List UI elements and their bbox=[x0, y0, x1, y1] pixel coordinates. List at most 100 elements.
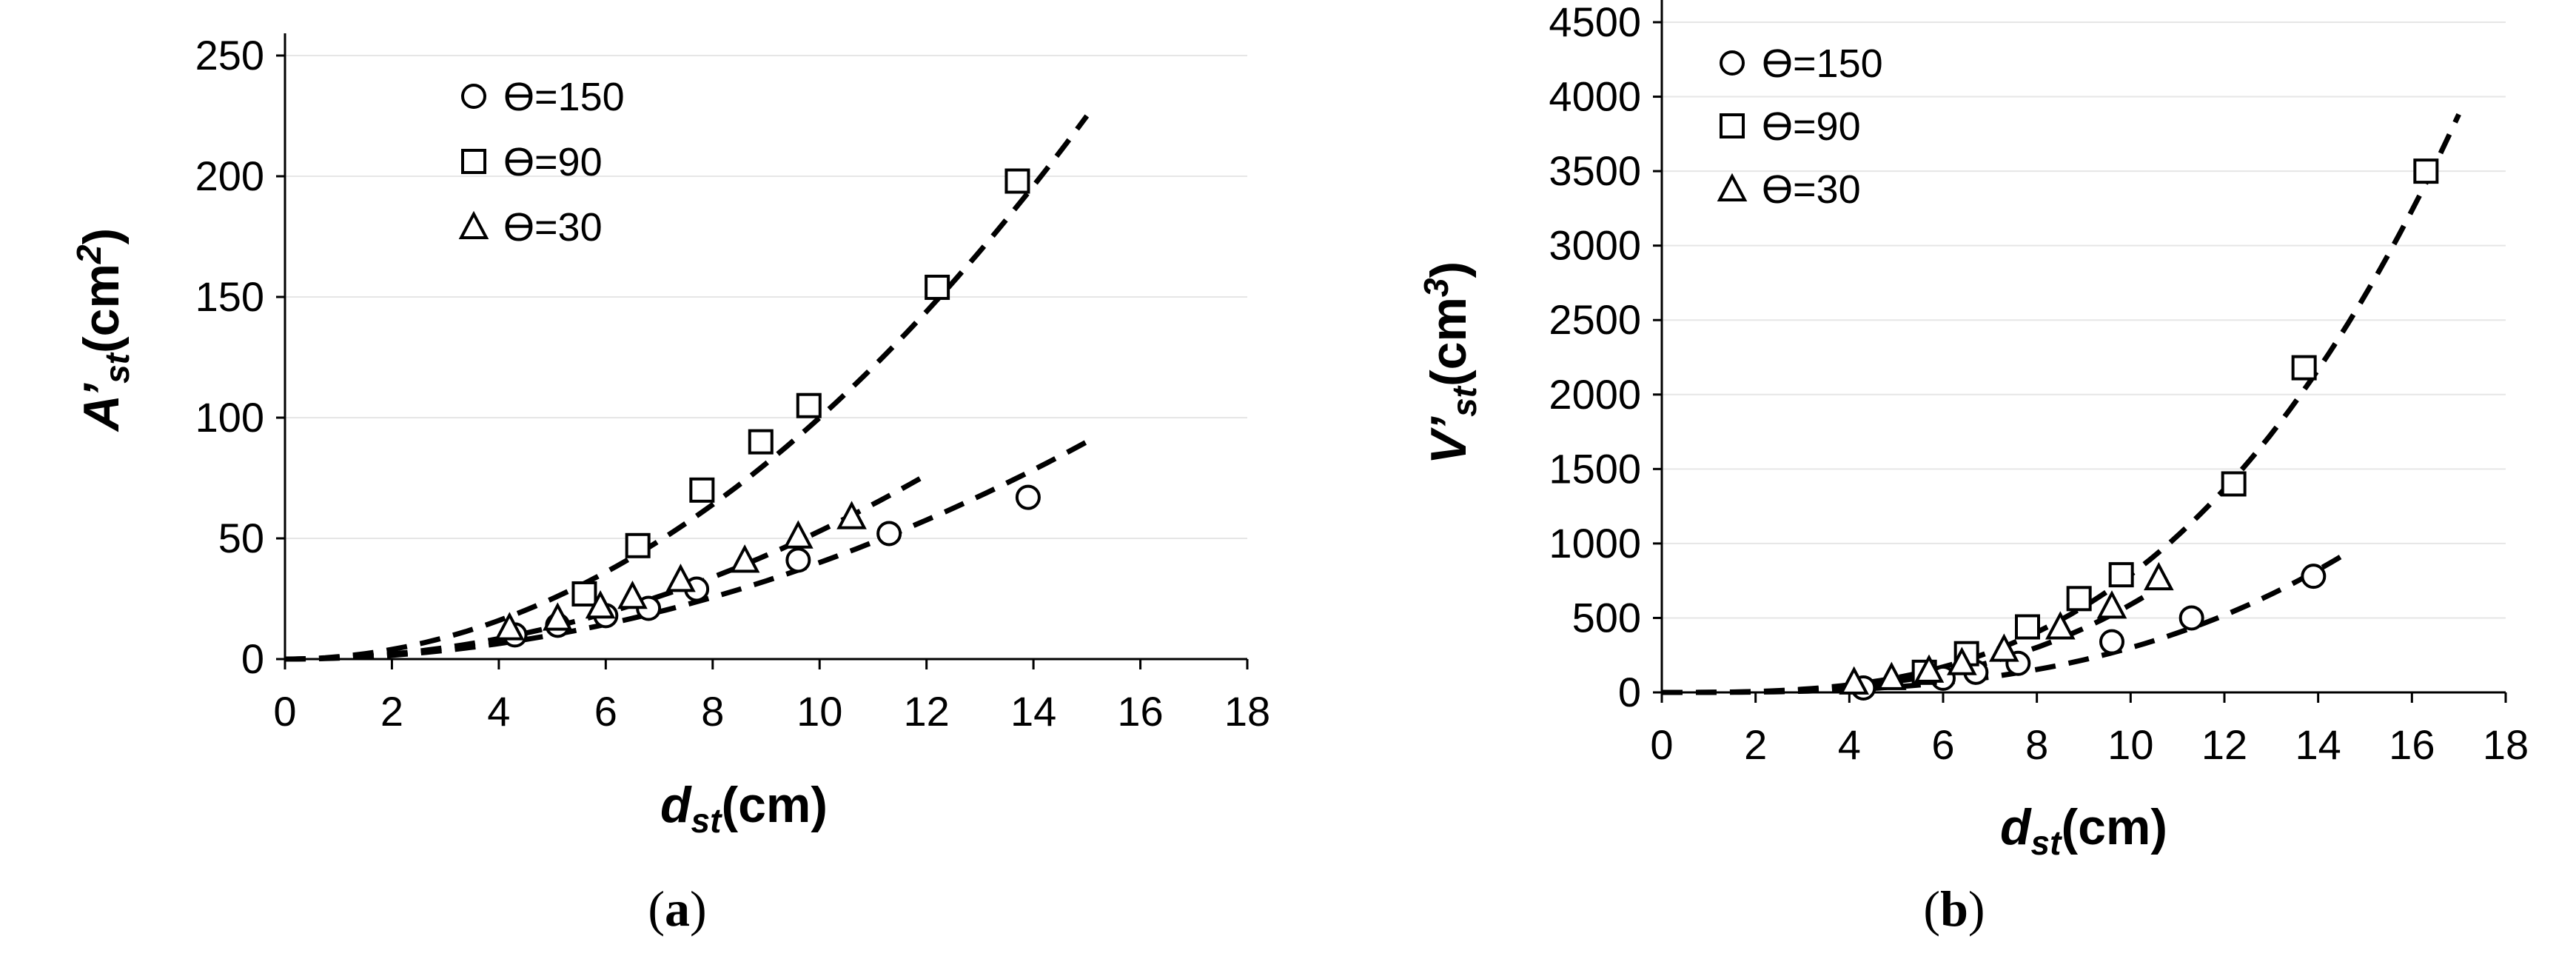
data-point-series-1 bbox=[571, 581, 597, 607]
data-point-series-1 bbox=[2413, 158, 2439, 184]
data-point-series-1 bbox=[748, 429, 774, 455]
data-point-series-0 bbox=[2178, 605, 2204, 631]
x-tick-label: 12 bbox=[2201, 721, 2247, 768]
data-point-series-2 bbox=[1839, 666, 1869, 695]
legend-marker-triangle bbox=[1717, 173, 1748, 201]
legend-marker-square bbox=[1720, 113, 1745, 138]
chart-a-points bbox=[494, 168, 1041, 648]
data-point-series-2 bbox=[783, 520, 814, 549]
legend-label: ϴ=90 bbox=[503, 140, 603, 184]
data-point-series-2 bbox=[617, 580, 648, 609]
y-tick-label: 0 bbox=[1618, 669, 1641, 715]
y-tick-label: 2000 bbox=[1549, 371, 1641, 418]
data-point-series-1 bbox=[2291, 355, 2317, 381]
data-point-series-1 bbox=[689, 477, 715, 503]
legend-marker-circle bbox=[1720, 50, 1745, 76]
data-point-series-0 bbox=[2301, 564, 2327, 589]
chart-a: 0 50 100 150 200 250 0 2 4 6 8 10 12 14 16 18 ϴ=150 ϴ=9… bbox=[70, 32, 1270, 937]
chart-a-axes bbox=[276, 33, 1249, 669]
legend-marker-square bbox=[461, 149, 486, 174]
legend-label: ϴ=90 bbox=[1762, 104, 1861, 149]
x-tick-label: 0 bbox=[1650, 721, 1673, 768]
x-tick-label: 16 bbox=[2389, 721, 2435, 768]
x-tick-label: 12 bbox=[904, 688, 950, 735]
y-tick-label: 500 bbox=[1572, 594, 1641, 641]
x-tick-label: 6 bbox=[594, 688, 617, 735]
y-tick-label: 150 bbox=[195, 273, 264, 320]
y-tick-label: 100 bbox=[195, 394, 264, 441]
y-tick-label: 3000 bbox=[1549, 222, 1641, 269]
data-point-series-0 bbox=[1015, 484, 1041, 510]
data-point-series-2 bbox=[2045, 611, 2076, 640]
data-point-series-1 bbox=[2066, 586, 2092, 612]
x-tick-label: 6 bbox=[1931, 721, 1954, 768]
y-tick-label: 4000 bbox=[1549, 73, 1641, 120]
chart-a-x-ticks: 0 2 4 6 8 10 12 14 16 18 bbox=[273, 688, 1270, 735]
data-point-series-2 bbox=[1947, 646, 1977, 675]
legend-label: ϴ=150 bbox=[503, 75, 625, 119]
data-point-series-2 bbox=[1913, 654, 1945, 683]
fit-curve-series-0 bbox=[285, 439, 1088, 662]
data-point-series-1 bbox=[796, 392, 822, 418]
data-point-series-2 bbox=[494, 612, 525, 641]
data-point-series-1 bbox=[2015, 614, 2040, 640]
x-tick-label: 18 bbox=[2483, 721, 2529, 768]
legend-marker-triangle bbox=[458, 210, 489, 239]
chart-a-gridlines bbox=[285, 55, 1247, 539]
y-tick-label: 200 bbox=[195, 153, 264, 199]
x-tick-label: 10 bbox=[796, 688, 842, 735]
x-tick-label: 4 bbox=[487, 688, 510, 735]
data-point-series-2 bbox=[2144, 561, 2174, 591]
data-point-series-1 bbox=[1004, 168, 1030, 194]
legend-label: ϴ=30 bbox=[1762, 167, 1861, 212]
chart-a-panel-label: (a) bbox=[648, 881, 706, 937]
chart-b-legend: ϴ=150 ϴ=90 ϴ=30 bbox=[1717, 41, 1883, 212]
data-point-series-1 bbox=[625, 532, 651, 558]
x-tick-label: 2 bbox=[1744, 721, 1767, 768]
x-tick-label: 10 bbox=[2107, 721, 2153, 768]
y-tick-label: 2500 bbox=[1549, 296, 1641, 343]
chart-a-legend: ϴ=150 ϴ=90 ϴ=30 bbox=[458, 75, 625, 250]
chart-a-y-ticks: 0 50 100 150 200 250 bbox=[195, 32, 264, 682]
y-tick-label: 1000 bbox=[1549, 520, 1641, 567]
chart-b: 0 500 1000 1500 2000 2500 3000 3500 4000 4500 0 2 4… bbox=[1417, 0, 2529, 937]
chart-b-points bbox=[1839, 158, 2439, 701]
x-tick-label: 8 bbox=[2025, 721, 2048, 768]
legend-label: ϴ=150 bbox=[1762, 41, 1883, 86]
y-tick-label: 4500 bbox=[1549, 0, 1641, 45]
chart-a-y-axis-label: A’st(cm2) bbox=[70, 228, 136, 432]
chart-b-panel-label: (b) bbox=[1923, 881, 1985, 937]
x-tick-label: 4 bbox=[1838, 721, 1861, 768]
legend-label: ϴ=30 bbox=[503, 205, 603, 250]
data-point-series-2 bbox=[665, 564, 696, 592]
x-tick-label: 18 bbox=[1224, 688, 1270, 735]
chart-a-x-axis-label: dst(cm) bbox=[660, 777, 828, 840]
data-point-series-0 bbox=[785, 547, 811, 573]
y-tick-label: 3500 bbox=[1549, 147, 1641, 194]
data-point-series-2 bbox=[1989, 633, 2019, 662]
data-point-series-1 bbox=[2221, 471, 2247, 497]
y-tick-label: 50 bbox=[218, 515, 264, 561]
chart-b-y-axis-label: V’st(cm3) bbox=[1417, 261, 1483, 464]
x-tick-label: 14 bbox=[2295, 721, 2341, 768]
chart-b-x-axis-label: dst(cm) bbox=[2000, 799, 2167, 862]
y-tick-label: 250 bbox=[195, 32, 264, 78]
data-point-series-2 bbox=[1876, 661, 1907, 690]
fit-curve-series-2 bbox=[285, 472, 928, 662]
data-point-series-0 bbox=[2099, 629, 2124, 655]
chart-b-y-ticks: 0 500 1000 1500 2000 2500 3000 3500 4000 4500 bbox=[1549, 0, 1641, 715]
x-tick-label: 14 bbox=[1010, 688, 1056, 735]
data-point-series-2 bbox=[2096, 590, 2127, 619]
data-point-series-2 bbox=[543, 602, 573, 631]
x-tick-label: 16 bbox=[1117, 688, 1163, 735]
data-point-series-2 bbox=[585, 590, 616, 619]
data-point-series-2 bbox=[836, 501, 867, 529]
fit-curve-series-0 bbox=[1662, 548, 2352, 695]
fit-curve-series-1 bbox=[284, 114, 1090, 662]
x-tick-label: 8 bbox=[701, 688, 724, 735]
chart-b-gridlines bbox=[1662, 21, 2506, 619]
chart-b-x-ticks: 0 2 4 6 8 10 12 14 16 18 bbox=[1650, 721, 2529, 768]
data-point-series-1 bbox=[925, 274, 950, 300]
data-point-series-2 bbox=[729, 544, 760, 573]
